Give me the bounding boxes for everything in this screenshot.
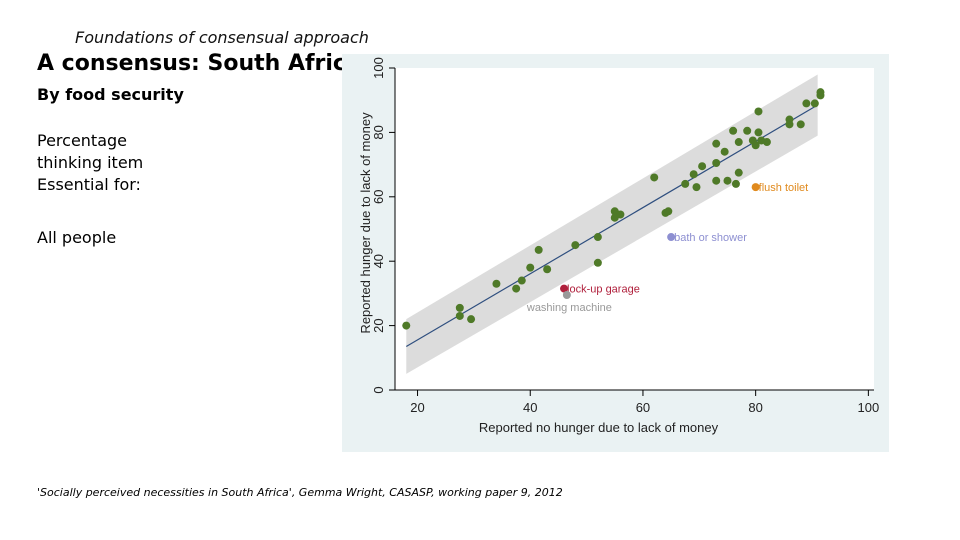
x-tick-label: 60 — [636, 400, 650, 415]
citation: 'Socially perceived necessities in South… — [37, 486, 563, 499]
confidence-band — [406, 74, 818, 374]
data-point — [650, 173, 659, 182]
data-point — [743, 126, 752, 135]
y-tick-label: 0 — [371, 386, 386, 393]
data-point — [754, 128, 763, 137]
data-point — [402, 321, 411, 330]
y-tick-label: 60 — [371, 190, 386, 204]
data-point — [734, 168, 743, 177]
highlight-label: flush toilet — [759, 182, 809, 194]
fit-line — [405, 104, 818, 348]
data-point — [754, 107, 763, 116]
y-tick-label: 20 — [371, 318, 386, 332]
highlight-point — [751, 183, 760, 192]
x-tick-label: 20 — [410, 400, 424, 415]
slide-title: A consensus: South Africa — [37, 51, 361, 76]
data-point — [734, 138, 743, 147]
data-point — [712, 176, 721, 185]
data-point — [681, 179, 690, 188]
description-line: Essential for: — [37, 175, 141, 194]
data-point — [723, 176, 732, 185]
data-point — [492, 279, 501, 288]
chart-svg: 20 40 60 80 100 0 20 40 60 80 100 Reported no hunge… — [342, 54, 889, 452]
description-line: thinking item — [37, 153, 144, 172]
data-point — [534, 245, 543, 254]
data-point — [810, 99, 819, 108]
data-point — [543, 265, 552, 274]
data-point — [816, 88, 825, 97]
highlight-point — [560, 284, 569, 293]
data-point — [796, 120, 805, 129]
data-point — [571, 241, 580, 250]
y-axis-title: Reported hunger due to lack of money — [358, 112, 373, 334]
data-point — [455, 303, 464, 312]
x-tick-label: 80 — [748, 400, 762, 415]
description-paragraph: Percentage thinking item Essential for: — [37, 130, 197, 196]
data-point — [720, 147, 729, 156]
slide-subtitle: By food security — [37, 85, 184, 104]
data-point — [802, 99, 811, 108]
slide-kicker: Foundations of consensual approach — [75, 28, 369, 47]
highlight-point — [562, 291, 571, 300]
y-tick-label: 100 — [371, 57, 386, 79]
data-point — [512, 284, 521, 293]
data-point — [664, 207, 673, 216]
group-label: All people — [37, 228, 117, 247]
highlight-label: washing machine — [526, 302, 612, 314]
data-point — [698, 162, 707, 171]
data-point — [616, 210, 625, 219]
y-tick-label: 40 — [371, 254, 386, 268]
data-point — [455, 311, 464, 320]
data-point — [692, 183, 701, 192]
description-line: Percentage — [37, 131, 128, 150]
data-point — [785, 115, 794, 124]
data-point — [729, 126, 738, 135]
x-tick-label: 100 — [858, 400, 880, 415]
data-point — [712, 139, 721, 148]
data-point — [689, 170, 698, 179]
data-point — [593, 233, 602, 242]
data-point — [762, 138, 771, 147]
highlight-label: bath or shower — [674, 232, 747, 244]
x-axis-title: Reported no hunger due to lack of money — [479, 420, 719, 435]
y-tick-label: 80 — [371, 125, 386, 139]
data-point — [751, 141, 760, 150]
scatter-chart: 20 40 60 80 100 0 20 40 60 80 100 Reported no hunge… — [342, 54, 889, 452]
data-point — [731, 179, 740, 188]
x-tick-label: 40 — [523, 400, 537, 415]
data-point — [517, 276, 526, 285]
data-point — [593, 258, 602, 267]
highlight-label: lock-up garage — [567, 284, 640, 296]
data-point — [467, 315, 476, 324]
data-point — [526, 263, 535, 272]
highlight-point — [667, 233, 676, 242]
data-point — [712, 158, 721, 167]
